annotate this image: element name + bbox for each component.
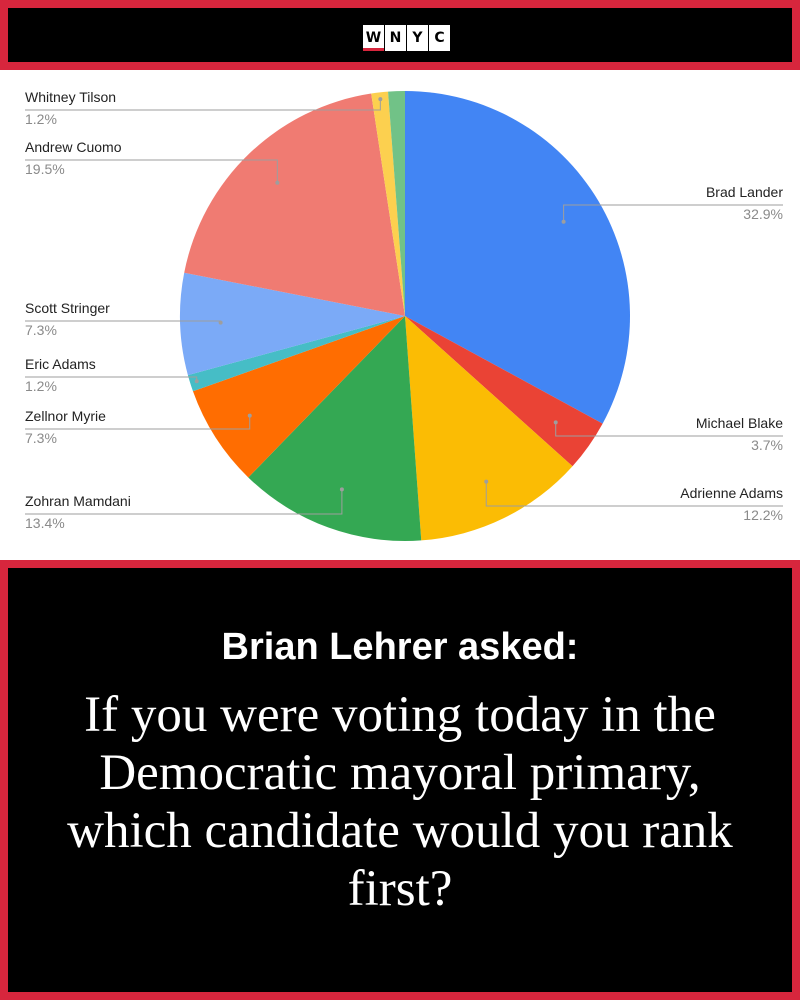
chart-area: Brad Lander 32.9% Michael Blake 3.7% Adrienn…	[0, 70, 800, 560]
slice-label: Brad Lander	[706, 184, 783, 200]
logo-letter: N	[385, 25, 406, 51]
pie-slice	[405, 316, 573, 541]
pie-slice	[179, 272, 405, 376]
callout-line	[25, 159, 278, 183]
callout-line	[485, 481, 783, 507]
slice-value-label: 7.3%	[25, 322, 57, 338]
slice-value-label: 1.2%	[25, 378, 57, 394]
pie-chart: Brad Lander 32.9% Michael Blake 3.7% Adrienn…	[25, 89, 783, 541]
asked-heading: Brian Lehrer asked:	[221, 626, 579, 668]
slice-label: Zohran Mamdani	[25, 493, 131, 509]
callout-line	[25, 99, 381, 111]
pie-slice	[192, 316, 405, 478]
callout-line	[25, 376, 198, 382]
callout-line	[25, 320, 222, 323]
question-text: If you were voting today in the Democrat…	[67, 687, 733, 917]
slice-label: Whitney Tilson	[25, 89, 116, 105]
pie-slice	[405, 91, 630, 424]
callout-line	[563, 204, 783, 222]
logo-letter: C	[429, 25, 450, 51]
logo-letter: Y	[407, 25, 428, 51]
callout-line	[25, 489, 343, 515]
slice-value-label: 32.9%	[743, 206, 783, 222]
question-panel: Brian Lehrer asked: If you were voting t…	[8, 568, 792, 992]
slice-label: Zellnor Myrie	[25, 408, 106, 424]
slice-label: Scott Stringer	[25, 300, 110, 316]
slice-label: Eric Adams	[25, 356, 96, 372]
pie-slice	[248, 316, 422, 541]
wnyc-logo: W N Y C	[363, 25, 450, 51]
slice-value-label: 7.3%	[25, 430, 57, 446]
pie-slice	[187, 316, 405, 392]
pie-slice	[371, 91, 405, 316]
pie-slice	[405, 316, 603, 467]
pie-slice	[184, 93, 405, 316]
callout-line	[555, 422, 783, 437]
callout-line	[25, 415, 251, 430]
slice-label: Andrew Cuomo	[25, 139, 122, 155]
slice-label: Adrienne Adams	[680, 485, 783, 501]
slice-value-label: 12.2%	[743, 507, 783, 523]
slice-value-label: 1.2%	[25, 111, 57, 127]
slice-label: Michael Blake	[696, 415, 783, 431]
slice-value-label: 13.4%	[25, 515, 65, 531]
slice-value-label: 19.5%	[25, 161, 65, 177]
logo-letter: W	[363, 25, 384, 51]
pie-slice	[388, 91, 405, 316]
header-bar: W N Y C	[8, 8, 792, 62]
slice-value-label: 3.7%	[751, 437, 783, 453]
